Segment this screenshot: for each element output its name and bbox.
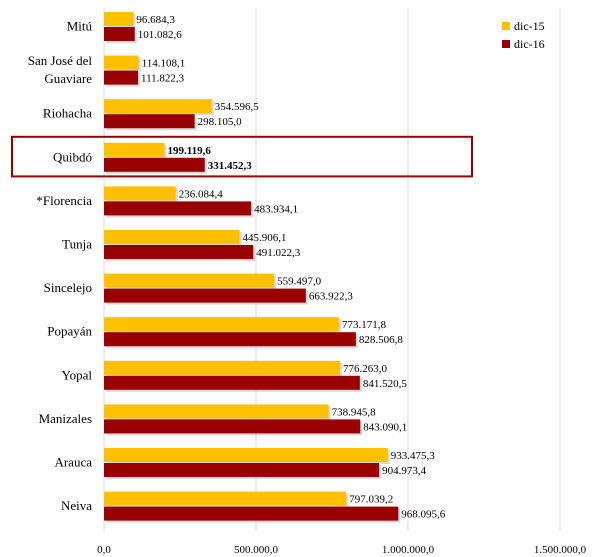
category-label: Popayán (47, 324, 92, 339)
category-label: Neiva (61, 498, 92, 513)
value-label: 354.596,5 (215, 101, 260, 113)
bar-dic-16 (104, 332, 356, 347)
bar-dic-16 (104, 506, 399, 521)
bar-dic-15 (104, 491, 347, 506)
value-label: 841.520,5 (363, 378, 408, 390)
value-label: 773.171,8 (342, 319, 387, 331)
category-label: Arauca (54, 455, 92, 470)
bar-dic-15 (104, 273, 275, 288)
bar-dic-16 (104, 288, 306, 303)
bar-dic-16 (104, 114, 195, 129)
value-label: 111.822,3 (141, 73, 185, 85)
category-label: *Florencia (36, 193, 92, 208)
value-label: 96.684,3 (136, 14, 175, 26)
bar-dic-16 (104, 463, 380, 477)
value-label: 797.039,2 (349, 494, 393, 506)
category-label: Yopal (62, 367, 93, 382)
value-label: 114.108,1 (142, 58, 186, 70)
value-label: 491.022,3 (256, 247, 301, 259)
category-label: Riohacha (43, 106, 92, 121)
category-label: Guaviare (44, 71, 92, 86)
category-label: Sincelejo (44, 280, 92, 295)
category-label: Tunja (62, 237, 92, 252)
value-label: 933.475,3 (391, 450, 436, 462)
category-label: Manizales (39, 411, 92, 426)
bar-dic-16 (104, 157, 205, 172)
bar-dic-15 (104, 186, 176, 201)
legend: dic-15 dic-16 (502, 19, 545, 51)
bar-dic-15 (104, 360, 340, 375)
legend-swatch (502, 22, 510, 30)
value-label: 236.084,4 (179, 188, 224, 200)
value-labels: 96.684,3 101.082,6 114.108,1 111.822,3 354.5… (136, 14, 445, 521)
value-label: 298.105,0 (198, 116, 243, 128)
bar-dic-15 (104, 317, 340, 332)
value-label: 776.263,0 (343, 363, 388, 375)
bar-dic-15 (104, 404, 329, 419)
bar-dic-15 (104, 12, 134, 26)
value-label: 828.506,8 (359, 334, 404, 346)
bar-dic-15 (104, 99, 212, 114)
x-tick-label: 500.000,0 (234, 544, 279, 556)
bar-dic-16 (104, 70, 138, 85)
value-label: 445.906,1 (243, 232, 287, 244)
bar-dic-16 (104, 419, 361, 434)
category-label: Quibdó (53, 149, 92, 164)
bar-dic-15 (104, 230, 240, 244)
x-axis-ticks: 0,0 500.000,0 1.000.000,0 1.500.000,0 (97, 544, 587, 556)
value-label: 331.452,3 (208, 160, 253, 172)
value-label: 663.922,3 (309, 291, 354, 303)
category-label: San José del (28, 53, 93, 68)
legend-label: dic-15 (514, 19, 545, 33)
value-label: 738.945,8 (332, 406, 377, 418)
gridlines (103, 8, 561, 532)
bar-dic-15 (104, 55, 139, 70)
x-tick-label: 1.000.000,0 (382, 544, 435, 556)
bar-dic-15 (104, 448, 388, 462)
value-label: 199.119,6 (168, 145, 212, 157)
value-label: 843.090,1 (363, 421, 407, 433)
bar-dic-16 (104, 375, 360, 390)
category-labels: Mitú San José del Guaviare Riohacha Quibdó *F… (28, 19, 93, 514)
legend-label: dic-16 (514, 37, 545, 51)
x-tick-label: 0,0 (97, 544, 111, 556)
bar-dic-16 (104, 27, 135, 41)
x-tick-label: 1.500.000,0 (534, 544, 587, 556)
value-label: 559.497,0 (277, 276, 322, 288)
bar-dic-16 (104, 201, 252, 216)
bars (11, 12, 473, 523)
value-label: 968.095,6 (401, 509, 446, 521)
category-label: Mitú (67, 19, 93, 34)
value-label: 904.973,4 (382, 465, 427, 477)
value-label: 483.934,1 (254, 203, 298, 215)
highlight-box (11, 135, 473, 178)
bar-dic-15 (104, 142, 165, 157)
bar-dic-16 (104, 245, 254, 259)
value-label: 101.082,6 (138, 29, 183, 41)
legend-swatch (502, 40, 510, 48)
